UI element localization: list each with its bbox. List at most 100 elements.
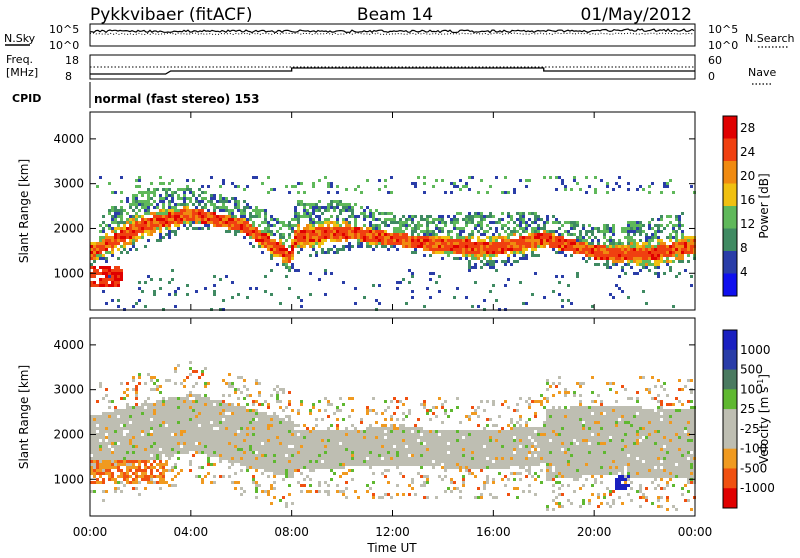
power-cell <box>633 248 636 251</box>
power-cell <box>297 182 300 185</box>
velocity-cell <box>360 463 363 466</box>
velocity-cell <box>246 454 249 457</box>
velocity-cell <box>369 454 372 457</box>
power-cell <box>105 284 108 287</box>
velocity-cell <box>336 484 339 487</box>
power-cell <box>666 236 669 239</box>
velocity-cell <box>192 427 195 430</box>
power-cell <box>669 260 672 263</box>
power-cell <box>468 236 471 239</box>
velocity-cell <box>132 418 135 421</box>
velocity-cell <box>186 445 189 448</box>
power-cell <box>489 260 492 263</box>
power-cell <box>300 233 303 236</box>
power-cell <box>522 302 525 305</box>
velocity-cell <box>210 403 213 406</box>
power-cell <box>600 257 603 260</box>
power-cell <box>105 260 108 263</box>
power-cell <box>618 275 621 278</box>
power-cell <box>153 194 156 197</box>
power-cell <box>231 212 234 215</box>
velocity-cell <box>138 469 141 472</box>
velocity-cell <box>366 412 369 415</box>
velocity-cell <box>408 436 411 439</box>
power-cell <box>564 239 567 242</box>
velocity-cell <box>399 448 402 451</box>
velocity-cell <box>204 442 207 445</box>
power-cell <box>312 233 315 236</box>
power-cell <box>267 242 270 245</box>
velocity-cell <box>321 430 324 433</box>
power-cell <box>294 239 297 242</box>
velocity-cell <box>153 460 156 463</box>
power-cell <box>285 239 288 242</box>
power-cell <box>417 224 420 227</box>
velocity-cell <box>411 460 414 463</box>
power-cell <box>579 239 582 242</box>
velocity-cell <box>369 463 372 466</box>
velocity-cell <box>423 400 426 403</box>
power-cell <box>153 191 156 194</box>
power-cell <box>99 284 102 287</box>
power-cell <box>99 176 102 179</box>
velocity-cell <box>264 460 267 463</box>
velocity-cell <box>300 448 303 451</box>
power-cell <box>576 275 579 278</box>
power-cell <box>258 212 261 215</box>
velocity-cell <box>183 439 186 442</box>
power-cell <box>525 224 528 227</box>
power-cell <box>339 236 342 239</box>
velocity-cell <box>402 403 405 406</box>
velocity-cell <box>123 478 126 481</box>
power-cell <box>558 221 561 224</box>
power-cell <box>657 227 660 230</box>
power-cell <box>456 221 459 224</box>
power-cell <box>636 260 639 263</box>
power-cell <box>393 242 396 245</box>
power-cell <box>408 245 411 248</box>
power-cell <box>450 221 453 224</box>
power-cell <box>657 260 660 263</box>
power-cell <box>303 206 306 209</box>
velocity-cell <box>159 415 162 418</box>
power-cell <box>672 260 675 263</box>
velocity-cell <box>288 439 291 442</box>
power-cell <box>363 218 366 221</box>
velocity-cell <box>165 409 168 412</box>
velocity-cell <box>402 454 405 457</box>
velocity-cell <box>372 445 375 448</box>
velocity-cell <box>360 430 363 433</box>
velocity-cell <box>441 466 444 469</box>
power-cell <box>225 221 228 224</box>
velocity-cell <box>264 424 267 427</box>
velocity-cell <box>252 457 255 460</box>
velocity-cell <box>258 436 261 439</box>
velocity-cell <box>312 433 315 436</box>
velocity-cell <box>201 445 204 448</box>
power-cell <box>120 215 123 218</box>
velocity-cell <box>261 457 264 460</box>
velocity-cell <box>96 445 99 448</box>
velocity-cell <box>108 448 111 451</box>
velocity-cell <box>420 403 423 406</box>
velocity-cell <box>171 466 174 469</box>
velocity-cell <box>126 424 129 427</box>
power-cell <box>336 185 339 188</box>
velocity-cell <box>165 415 168 418</box>
power-cell <box>444 242 447 245</box>
power-cell <box>534 272 537 275</box>
power-cell <box>129 227 132 230</box>
velocity-cell <box>228 475 231 478</box>
velocity-cell <box>126 457 129 460</box>
power-cell <box>465 254 468 257</box>
velocity-cell <box>378 460 381 463</box>
velocity-cell <box>390 430 393 433</box>
velocity-cell <box>339 454 342 457</box>
velocity-cell <box>138 493 141 496</box>
velocity-cell <box>135 433 138 436</box>
velocity-cell <box>321 442 324 445</box>
velocity-cell <box>177 397 180 400</box>
power-cell <box>492 242 495 245</box>
velocity-cell <box>96 478 99 481</box>
power-cell <box>291 224 294 227</box>
